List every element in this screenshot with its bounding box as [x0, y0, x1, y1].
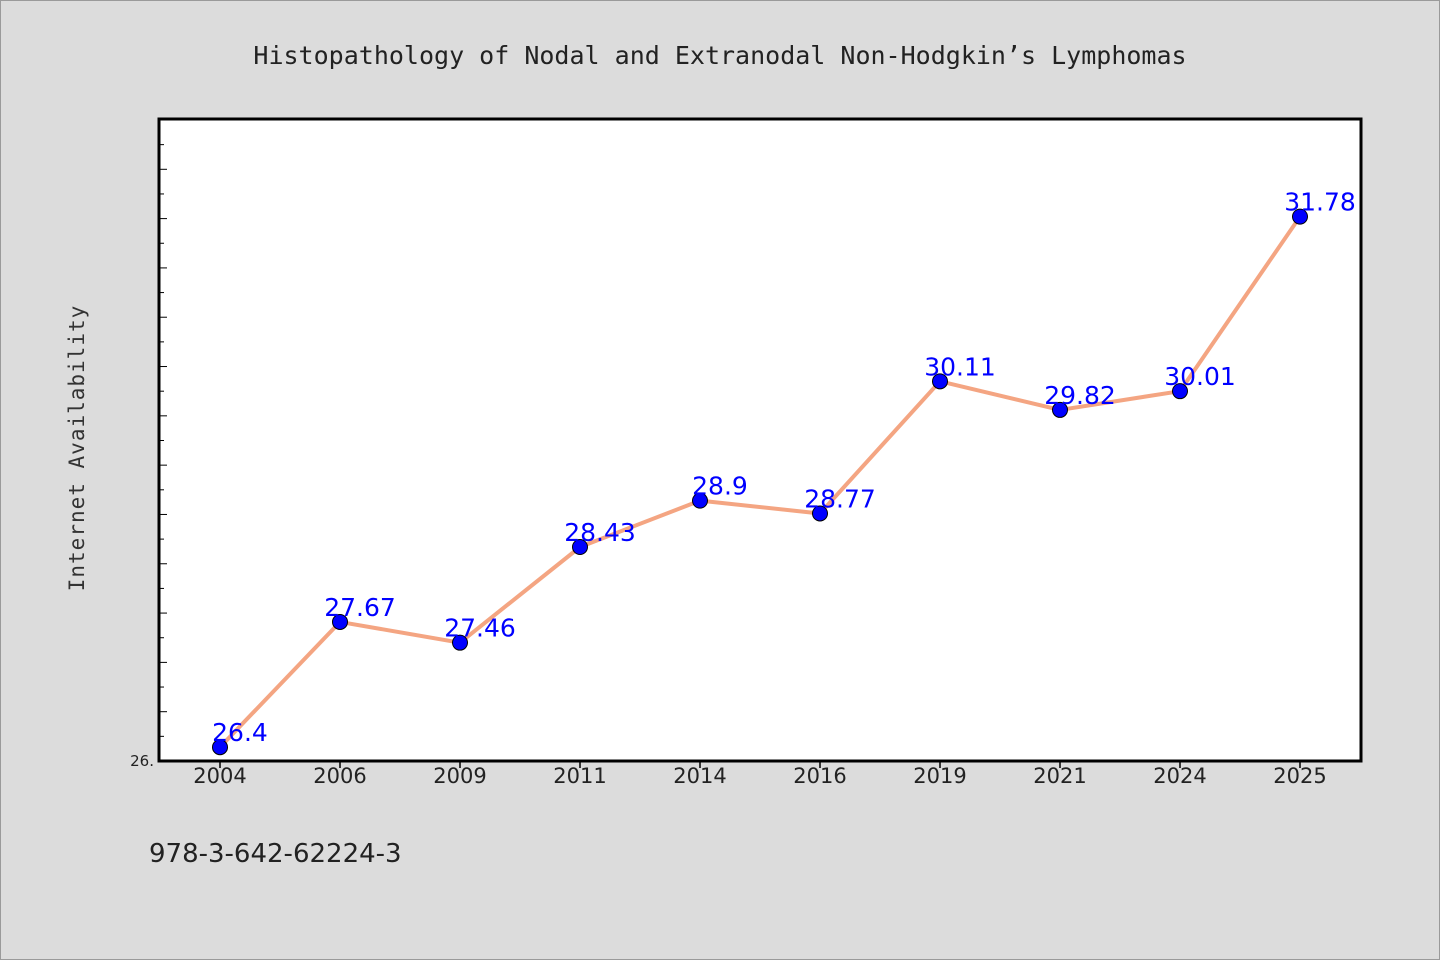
data-label: 28.43 — [564, 518, 636, 547]
data-point — [1052, 401, 1068, 418]
data-point — [572, 539, 588, 555]
data-label: 27.46 — [444, 614, 516, 643]
series-line-group — [218, 214, 1302, 750]
data-label: 30.01 — [1164, 362, 1236, 391]
y-axis-ticks — [159, 144, 167, 762]
data-point — [1172, 383, 1188, 400]
x-tick-label: 2016 — [793, 764, 846, 788]
data-label: 31.78 — [1284, 188, 1356, 217]
y-axis-title: Internet Availability — [65, 305, 89, 592]
data-label: 29.82 — [1044, 381, 1116, 410]
x-tick-label: 2025 — [1273, 764, 1326, 788]
data-point — [812, 505, 828, 522]
data-label: 28.77 — [804, 484, 876, 513]
plot-area — [157, 117, 1363, 763]
series-markers — [212, 208, 1308, 756]
data-point — [932, 373, 948, 390]
data-label: 30.11 — [924, 352, 996, 381]
data-point — [212, 739, 228, 756]
x-tick-label: 2021 — [1033, 764, 1086, 788]
data-label: 26.4 — [212, 718, 268, 747]
data-label: 27.67 — [324, 593, 396, 622]
chart-title: Histopathology of Nodal and Extranodal N… — [253, 41, 1186, 70]
x-axis-ticks: 2004 2006 2009 2011 2014 2016 2019 2021 2024 2025 — [193, 761, 1327, 788]
data-point — [332, 613, 348, 630]
data-labels: 26.4 27.67 27.46 28.43 28.9 28.77 30.11 29.82 30… — [212, 188, 1356, 748]
x-tick-label: 2014 — [673, 764, 726, 788]
x-tick-label: 2006 — [313, 764, 366, 788]
x-tick-label: 2024 — [1153, 764, 1206, 788]
data-point — [692, 492, 708, 509]
x-tick-label: 2011 — [553, 764, 606, 788]
x-tick-label: 2009 — [433, 764, 486, 788]
x-tick-label: 2019 — [913, 764, 966, 788]
data-point — [452, 634, 468, 651]
series-line — [218, 214, 1302, 750]
y-tick-label: 26. — [130, 752, 154, 770]
isbn-text: 978-3-642-62224-3 — [149, 839, 402, 869]
x-tick-label: 2004 — [193, 764, 246, 788]
data-point — [1292, 208, 1308, 225]
data-label: 28.9 — [692, 472, 748, 501]
